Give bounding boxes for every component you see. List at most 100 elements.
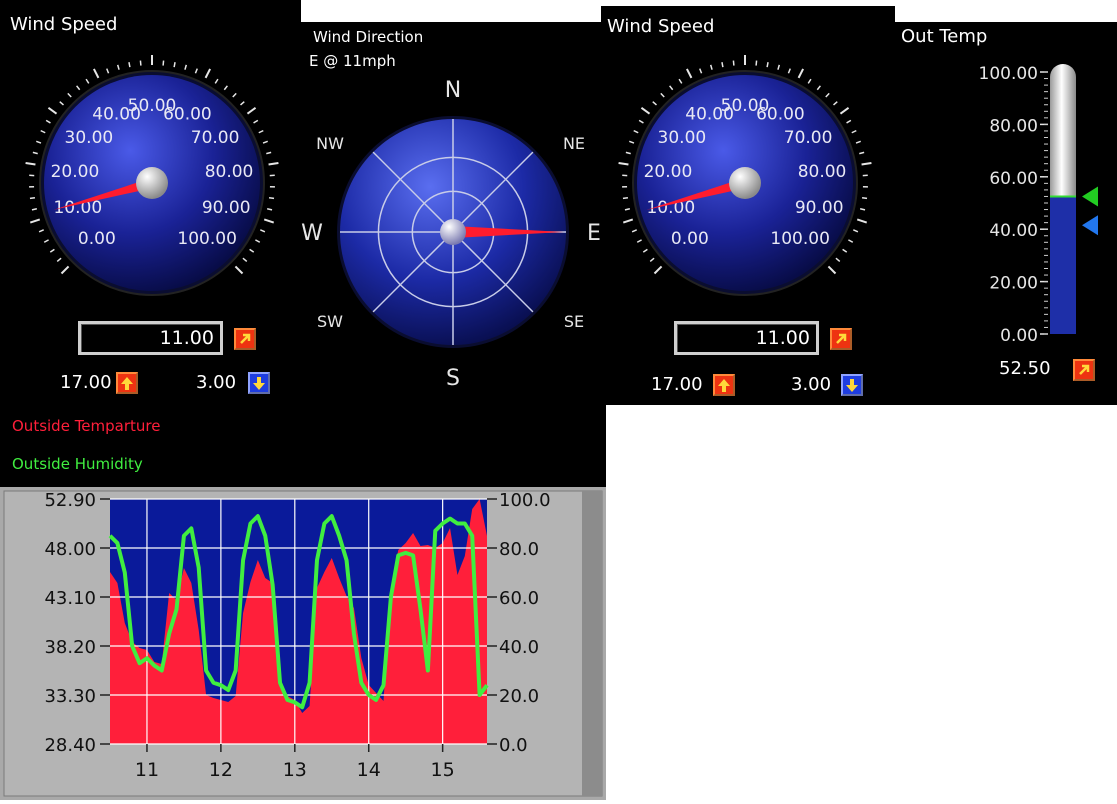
chart-y-left-tick-label: 43.10 xyxy=(44,588,96,609)
gauge-tick xyxy=(77,86,80,90)
gauge-tick xyxy=(86,79,89,83)
gauge-hub xyxy=(136,167,168,199)
gauge-tick xyxy=(852,131,857,133)
wind-speed-increment-button[interactable] xyxy=(234,328,256,350)
gauge-tick xyxy=(808,79,811,83)
gauge-tick xyxy=(687,69,692,78)
gauge-tick xyxy=(269,163,279,165)
gauge-dial-label: 70.00 xyxy=(191,128,240,148)
gauge-tick xyxy=(185,65,186,70)
chart-y-left-tick-label: 38.20 xyxy=(44,637,96,658)
compass-label-ne: NE xyxy=(563,134,585,153)
legend-humidity: Outside Humidity xyxy=(12,455,143,473)
gauge-tick xyxy=(259,131,264,133)
gauge-tick xyxy=(50,249,54,252)
gauge-tick xyxy=(828,266,835,273)
gauge-tick xyxy=(653,102,657,105)
compass-label-w: W xyxy=(301,221,323,246)
gauge-tick xyxy=(255,240,259,242)
gauge-dial-label: 20.00 xyxy=(644,162,693,182)
gauge-tick xyxy=(264,219,274,222)
gauge-tick xyxy=(860,209,865,210)
gauge-dial-label: 30.00 xyxy=(65,128,114,148)
gauge-tick xyxy=(39,230,44,232)
wind-speed-min-arrow-down-icon[interactable] xyxy=(841,374,863,396)
compass-label-s: S xyxy=(446,366,460,391)
gauge-tick xyxy=(619,163,629,165)
chart-scroll-strip xyxy=(582,491,602,796)
gauge-tick xyxy=(856,141,861,143)
wind-direction-readout: E @ 11mph xyxy=(309,52,396,70)
gauge-tick xyxy=(623,198,628,199)
chart-y-right-tick-label: 40.0 xyxy=(499,637,539,658)
gauge-tick xyxy=(848,240,852,242)
thermo-low-marker xyxy=(1082,215,1098,235)
out-temp-value: 52.50 xyxy=(999,358,1051,379)
chart-y-left-tick-label: 48.00 xyxy=(44,539,96,560)
gauge-tick xyxy=(266,152,271,153)
gauge-dial-label: 20.00 xyxy=(51,162,100,182)
gauge-tick xyxy=(862,163,872,165)
wind-speed-value-display[interactable]: 11.00 xyxy=(78,321,223,355)
gauge-tick xyxy=(847,120,851,123)
wind-speed-title: Wind Speed xyxy=(607,16,714,37)
gauge-tick xyxy=(826,93,829,97)
thermo-scale-label: 100.00 xyxy=(979,64,1038,84)
compass-label-e: E xyxy=(587,221,601,246)
out-temp-increment-button[interactable] xyxy=(1073,359,1095,381)
gauge-tick xyxy=(670,86,673,90)
gauge-tick xyxy=(634,131,639,133)
gauge-tick xyxy=(195,69,197,74)
wind-speed-increment-button[interactable] xyxy=(830,328,852,350)
chart-y-left-tick-label: 52.90 xyxy=(44,490,96,511)
gauge-dial-label: 60.00 xyxy=(163,105,212,125)
gauge-dial-label: 30.00 xyxy=(658,128,707,148)
gauge-tick xyxy=(46,120,50,123)
gauge-tick xyxy=(711,65,712,70)
wind-speed-title: Wind Speed xyxy=(10,14,117,35)
wind-speed-min-arrow-down-icon[interactable] xyxy=(248,372,270,394)
gauge-tick xyxy=(843,249,847,252)
gauge-tick xyxy=(36,141,41,143)
gauge-tick xyxy=(206,69,211,78)
gauge-tick xyxy=(632,230,637,232)
gauge-dial-label: 0.00 xyxy=(78,229,116,249)
gauge-tick xyxy=(817,86,820,90)
gauge-dial-label: 90.00 xyxy=(202,198,251,218)
gauge-tick xyxy=(626,152,631,153)
gauge-tick xyxy=(129,62,130,67)
gauge-tick xyxy=(700,69,702,74)
wind-speed-value-display[interactable]: 11.00 xyxy=(674,321,819,355)
gauge-tick xyxy=(224,86,227,90)
chart-y-left-tick-label: 28.40 xyxy=(44,735,96,756)
gauge-tick xyxy=(799,69,804,78)
gauge-tick xyxy=(26,163,36,165)
wind-speed-min-value: 3.00 xyxy=(791,374,831,395)
gauge-tick xyxy=(44,240,48,242)
chart-y-left-tick-label: 33.30 xyxy=(44,686,96,707)
gauge-tick xyxy=(235,266,242,273)
gauge-tick xyxy=(654,266,661,273)
thermo-scale-label: 80.00 xyxy=(989,116,1038,136)
gauge-tick xyxy=(250,249,254,252)
compass-label-n: N xyxy=(445,78,461,103)
chart-x-tick-label: 11 xyxy=(135,759,159,781)
chart-y-right-tick-label: 0.0 xyxy=(499,735,528,756)
gauge-dial-label: 0.00 xyxy=(671,229,709,249)
gauge-tick xyxy=(57,258,61,261)
gauge-dial-label: 100.00 xyxy=(177,229,236,249)
gauge-tick xyxy=(643,249,647,252)
chart-y-right-tick-label: 20.0 xyxy=(499,686,539,707)
wind-speed-max-arrow-up-icon[interactable] xyxy=(713,374,735,396)
wind-speed-max-arrow-up-icon[interactable] xyxy=(116,372,138,394)
compass-label-nw: NW xyxy=(316,134,344,153)
gauge-dial-label: 80.00 xyxy=(798,162,847,182)
gauge-tick xyxy=(859,152,864,153)
gauge-tick xyxy=(233,93,236,97)
gauge-tick xyxy=(857,219,867,222)
